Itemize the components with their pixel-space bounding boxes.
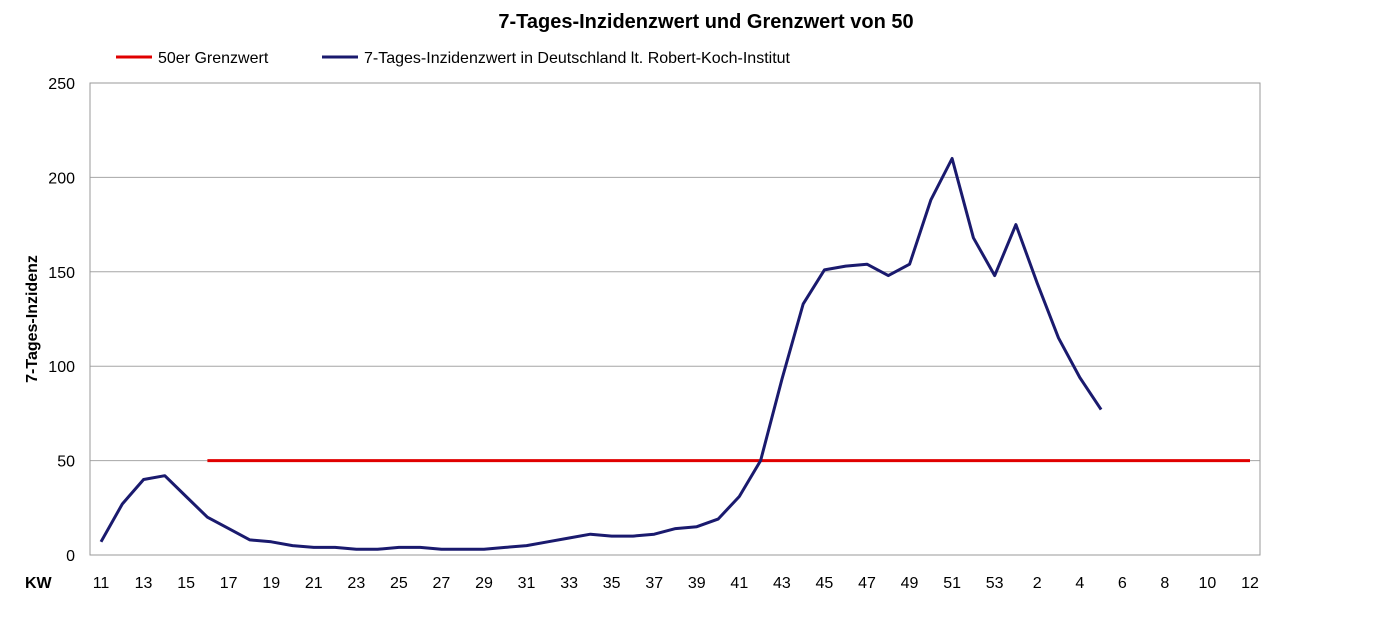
- y-tick-label: 0: [66, 548, 75, 565]
- x-tick-label: 23: [347, 575, 365, 592]
- x-tick-label: 33: [560, 575, 578, 592]
- x-tick-label: 15: [177, 575, 195, 592]
- series-layer: [99, 157, 1250, 551]
- chart-title: 7-Tages-Inzidenzwert und Grenzwert von 5…: [498, 11, 913, 33]
- x-tick-label: 51: [943, 575, 961, 592]
- x-tick-label: 27: [433, 575, 451, 592]
- x-axis: 11 13 15 17 19 21 23 25 27 29 31 33 35 37 39 41 43 45 47 49…: [93, 575, 1259, 592]
- y-axis: 0 50 100 150 200 250: [48, 76, 75, 565]
- legend: 50er Grenzwert 7-Tages-Inzidenzwert in D…: [116, 50, 791, 67]
- legend-label-inzidenz: 7-Tages-Inzidenzwert in Deutschland lt. …: [364, 50, 791, 67]
- y-tick-label: 50: [57, 454, 75, 471]
- x-tick-label: 25: [390, 575, 408, 592]
- gridlines: [90, 82, 1260, 462]
- x-tick-label: 13: [135, 575, 153, 592]
- x-tick-label: 6: [1118, 575, 1127, 592]
- x-tick-label: 47: [858, 575, 876, 592]
- x-tick-label: 8: [1160, 575, 1169, 592]
- x-tick-label: 37: [645, 575, 663, 592]
- x-tick-label: 11: [93, 575, 110, 592]
- x-tick-label: 39: [688, 575, 706, 592]
- x-tick-label: 2: [1033, 575, 1042, 592]
- y-axis-title: 7-Tages-Inzidenz: [24, 255, 41, 383]
- x-axis-title: KW: [25, 575, 53, 592]
- y-tick-label: 200: [48, 170, 75, 187]
- x-tick-label: 31: [518, 575, 536, 592]
- x-tick-label: 4: [1075, 575, 1084, 592]
- series-line-inzidenz: [99, 157, 1103, 551]
- x-tick-label: 17: [220, 575, 238, 592]
- x-tick-label: 49: [901, 575, 919, 592]
- x-tick-label: 21: [305, 575, 323, 592]
- x-tick-label: 45: [816, 575, 834, 592]
- x-tick-label: 29: [475, 575, 493, 592]
- x-tick-label: 53: [986, 575, 1004, 592]
- y-tick-label: 100: [48, 359, 75, 376]
- y-tick-label: 250: [48, 76, 75, 93]
- y-tick-label: 150: [48, 265, 75, 282]
- x-tick-label: 41: [730, 575, 748, 592]
- plot-area: [89, 82, 1261, 556]
- x-tick-label: 12: [1241, 575, 1259, 592]
- x-tick-label: 43: [773, 575, 791, 592]
- x-tick-label: 19: [262, 575, 280, 592]
- x-tick-label: 35: [603, 575, 621, 592]
- legend-label-grenzwert: 50er Grenzwert: [158, 50, 269, 67]
- x-tick-label: 10: [1199, 575, 1217, 592]
